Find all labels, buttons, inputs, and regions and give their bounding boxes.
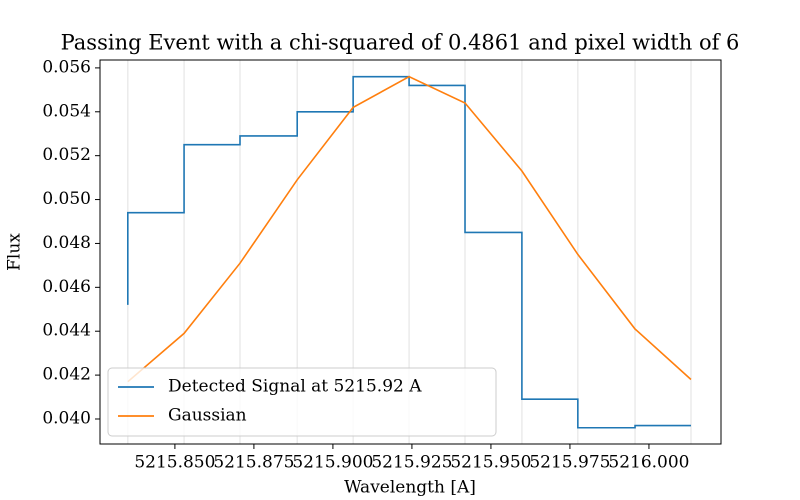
x-tick-label: 5215.925 (371, 453, 452, 473)
legend-box (107, 367, 497, 437)
plot-frame (99, 59, 722, 445)
y-tick-label: 0.048 (42, 233, 91, 253)
y-tick-label: 0.040 (42, 408, 91, 428)
y-axis-label: Flux (5, 233, 25, 271)
chart-title: Passing Event with a chi-squared of 0.48… (61, 31, 740, 55)
y-tick-label: 0.044 (42, 321, 91, 341)
x-axis-label: Wavelength [A] (344, 478, 476, 498)
y-tick-label: 0.042 (42, 365, 91, 385)
x-tick-label: 5216.000 (608, 453, 689, 473)
legend-label: Gaussian (168, 406, 247, 426)
y-tick-label: 0.050 (42, 189, 91, 209)
legend-label: Detected Signal at 5215.92 A (168, 377, 422, 397)
y-tick-label: 0.046 (42, 277, 91, 297)
x-tick-label: 5215.850 (134, 453, 215, 473)
x-tick-label: 5215.950 (450, 453, 531, 473)
y-tick-label: 0.052 (42, 145, 91, 165)
series-line (127, 75, 692, 383)
y-tick-label: 0.054 (42, 101, 91, 121)
x-tick-label: 5215.875 (213, 453, 294, 473)
y-tick-label: 0.056 (42, 57, 91, 77)
x-tick-label: 5215.900 (292, 453, 373, 473)
x-tick-label: 5215.975 (529, 453, 610, 473)
